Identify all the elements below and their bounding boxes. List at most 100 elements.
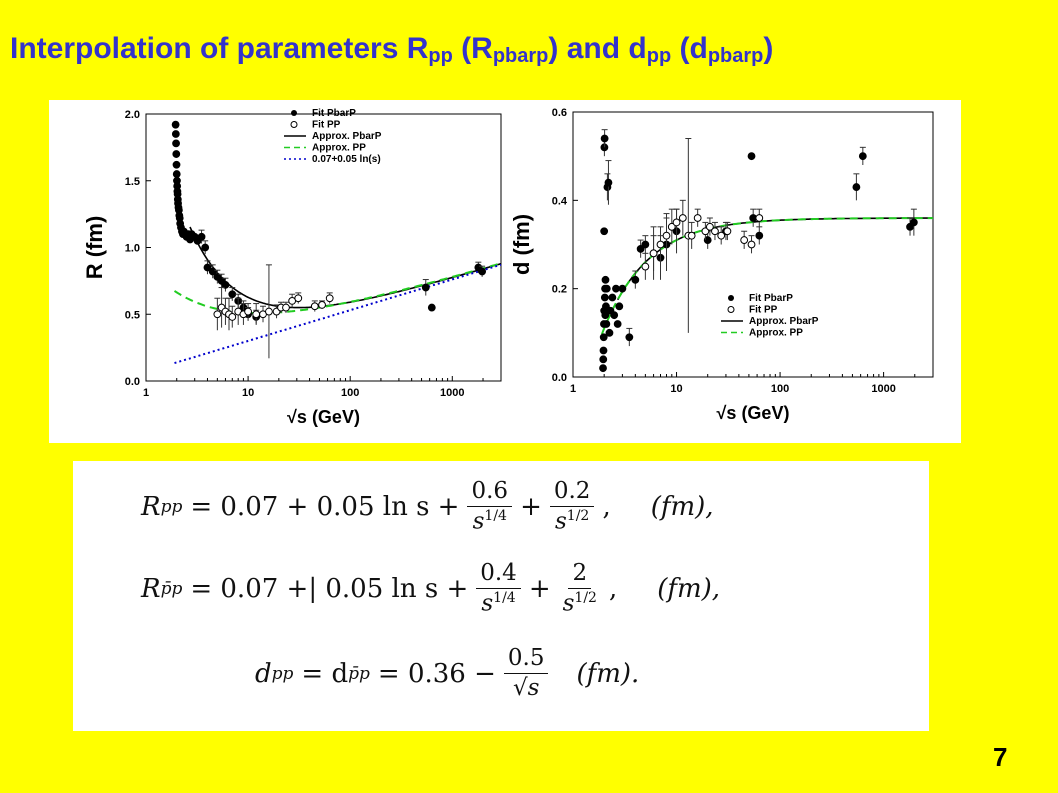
- formula-terms: = 0.07 +| 0.05 ln s +: [190, 574, 469, 605]
- data-point-filled: [172, 160, 181, 169]
- fraction-den: s1/2: [551, 507, 593, 535]
- data-point-filled: [599, 355, 608, 364]
- data-point-filled: [478, 267, 487, 276]
- den-exp: 1/2: [574, 590, 597, 607]
- data-point-filled: [858, 152, 867, 161]
- slide-title: Interpolation of parameters Rpp (Rpbarp)…: [10, 32, 773, 68]
- den-base: s: [481, 590, 494, 617]
- fraction-den: √s: [512, 675, 540, 702]
- title-part: (d: [671, 32, 708, 65]
- data-point-open: [672, 218, 681, 227]
- unit: (fm).: [576, 658, 640, 689]
- formula-d: d pp = d p̄p = 0.36 − 0.5 √s (fm).: [255, 645, 640, 702]
- data-point-filled: [613, 320, 622, 328]
- den-exp: 1/2: [566, 508, 590, 525]
- legend-label: Fit PP: [749, 305, 778, 316]
- data-point-filled: [427, 303, 436, 312]
- y-axis-label: d (fm): [509, 214, 534, 275]
- chart-panel: 1 10 100 1000 0.0 0.5 1.0 1.5 2.0 √s (GeV) R (fm) F…: [49, 100, 961, 443]
- data-point-open: [662, 231, 671, 240]
- data-point-open: [318, 301, 326, 309]
- y-axis-label: R (fm): [82, 216, 107, 280]
- data-point-open: [667, 222, 676, 231]
- data-point-filled: [600, 293, 609, 302]
- x-tick-label: 100: [771, 383, 789, 395]
- data-point-filled: [171, 130, 180, 138]
- data-point-open: [294, 294, 303, 303]
- formula-lhs: R: [141, 492, 161, 523]
- legend-label: Fit PbarP: [749, 293, 793, 304]
- fraction: 0.2 s1/2: [549, 478, 595, 535]
- fraction: 0.4 s1/4: [476, 560, 521, 617]
- series-line-0-07-0-05-ln-s-: [174, 263, 502, 365]
- data-point-filled: [228, 290, 237, 299]
- page-number: 7: [993, 742, 1008, 772]
- formula-lhs-sub: pp: [160, 497, 183, 518]
- title-part: (R: [452, 32, 493, 65]
- series-line-approx-pbarp: [616, 217, 933, 301]
- y-tick-label: 0.2: [552, 284, 567, 296]
- data-point-open: [649, 249, 658, 258]
- formula-terms: = 0.36 −: [377, 658, 496, 689]
- data-point-open: [740, 236, 749, 244]
- series-line-approx-pp: [600, 217, 933, 335]
- data-point-filled: [221, 280, 230, 289]
- data-point-filled: [612, 284, 620, 293]
- data-point-filled: [599, 346, 608, 355]
- data-point-filled: [604, 178, 613, 187]
- formula-eq-sub: p̄p: [348, 663, 370, 684]
- data-point-filled: [197, 232, 206, 241]
- title-sub: pp: [428, 45, 453, 67]
- data-point-open: [252, 310, 261, 319]
- legend-marker: [291, 110, 297, 116]
- data-point-filled: [602, 284, 611, 293]
- data-point-open: [325, 294, 334, 303]
- data-point-open: [705, 222, 714, 231]
- x-tick-label: 10: [670, 383, 682, 395]
- series-line-approx-pbarp: [189, 226, 502, 309]
- data-point-open: [310, 302, 319, 311]
- unit: (fm),: [650, 492, 714, 523]
- legend-label: Approx. PP: [312, 143, 366, 154]
- data-point-filled: [608, 293, 617, 302]
- fraction-num: 0.2: [549, 478, 595, 508]
- data-point-open: [641, 262, 650, 271]
- data-point-filled: [747, 152, 756, 161]
- chart-1: 1 10 100 1000 0.0 0.5 1.0 1.5 2.0 √s (GeV) R (fm) F…: [82, 108, 502, 427]
- y-tick-label: 0.0: [125, 376, 140, 388]
- data-point-open: [755, 214, 764, 222]
- data-point-open: [747, 240, 756, 249]
- den-base: s: [472, 508, 485, 535]
- plot-frame: [572, 111, 934, 378]
- fraction: 2 s1/2: [559, 560, 601, 617]
- data-point-open: [228, 313, 237, 321]
- data-point-filled: [203, 263, 212, 272]
- legend-marker: [728, 295, 734, 301]
- fraction: 0.6 s1/4: [467, 478, 513, 535]
- y-tick-label: 0.4: [552, 195, 568, 207]
- x-tick-label: 1000: [871, 383, 895, 395]
- data-point-filled: [601, 311, 610, 320]
- y-tick-label: 0.6: [552, 107, 567, 119]
- fraction-num: 2: [568, 560, 592, 590]
- title-part: Interpolation of parameters R: [10, 32, 429, 65]
- x-tick-label: 100: [341, 387, 359, 399]
- title-sub: pbarp: [492, 45, 549, 67]
- legend-label: Approx. PP: [749, 328, 803, 339]
- data-point-open: [282, 303, 290, 312]
- data-point-filled: [636, 245, 645, 253]
- legend-label: Fit PP: [312, 120, 341, 131]
- y-tick-label: 1.0: [125, 243, 140, 255]
- data-point-filled: [852, 183, 861, 191]
- unit: (fm),: [657, 574, 721, 605]
- data-point-filled: [631, 275, 640, 284]
- data-point-filled: [605, 328, 614, 337]
- charts-svg: 1 10 100 1000 0.0 0.5 1.0 1.5 2.0 √s (GeV) R (fm) F…: [82, 107, 934, 427]
- data-point-filled: [171, 120, 180, 129]
- y-tick-label: 0.5: [125, 309, 140, 321]
- data-point-filled: [201, 243, 210, 252]
- title-sub: pbarp: [707, 45, 764, 67]
- data-point-filled: [703, 236, 712, 244]
